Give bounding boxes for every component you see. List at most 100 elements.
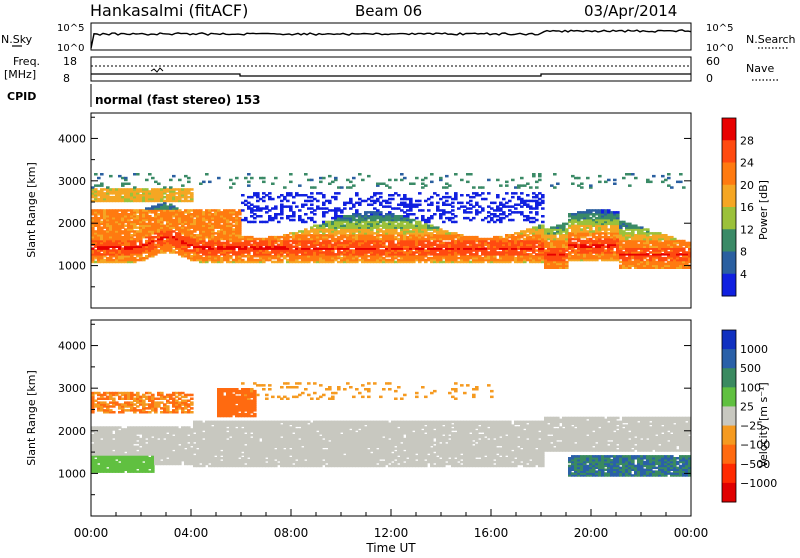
power-data-cell [541,207,545,210]
power-data-cell [352,184,356,187]
power-data-cell [337,192,341,195]
power-data-cell [235,177,239,180]
freq-unit: [MHz] [4,68,36,81]
power-data-cell [511,196,515,199]
noise-panel: N.Sky 10^5 10^0 10^5 10^0 N.Search [1,23,796,54]
power-data-cell [379,211,383,214]
power-data-cell [646,228,650,231]
y-tick-label: 4000 [58,132,86,145]
power-data-cell [553,186,557,189]
power-data-cell [280,217,284,220]
power-data-cell [322,177,326,180]
nsearch-tick-high: 10^5 [706,23,733,34]
power-data-cell [352,177,356,180]
power-data-cell [403,177,407,180]
freq-tick-high: 18 [63,55,77,68]
nave-label: Nave [746,62,774,75]
power-data-cell [274,205,278,208]
power-data-cell [304,213,308,216]
power-data-cell [511,179,515,182]
power-data-cell [169,179,173,182]
nsky-label: N.Sky [1,33,33,46]
power-data-cell [310,204,314,207]
power-data-cell [481,192,485,195]
power-data-cell [487,192,491,195]
power-data-cell [298,215,302,218]
power-data-cell [328,175,332,178]
power-data-cell [97,177,101,180]
power-data-cell [283,186,287,189]
colorbar-segment [722,118,736,141]
power-data-cell [649,181,653,184]
power-data-cell [679,181,683,184]
power-data-cell [502,211,506,214]
power-data-cell [454,173,458,176]
power-data-cell [466,181,470,184]
power-data-cell [439,177,443,180]
power-data-cell [481,207,485,210]
colorbar-tick-label: 20 [740,179,754,192]
power-data-cell [424,184,428,187]
power-data-cell [418,192,422,195]
power-data-cell [190,188,194,191]
y-tick-label: 1000 [58,260,86,273]
power-data-cell [589,184,593,187]
power-data-cell [388,186,392,189]
power-data-cell [334,177,338,180]
power-data-cell [679,173,683,176]
power-data-cell [241,194,245,197]
velocity-data-cells [91,382,692,477]
power-data-cell [532,173,536,176]
power-data-cell [100,183,104,186]
power-data-cell [343,207,347,210]
power-data-cell [412,183,416,186]
power-data-cell [508,200,512,203]
power-data-cell [379,196,383,199]
colorbar-segment [722,140,736,163]
station-title: Hankasalmi (fitACF) [90,1,248,20]
power-data-cells [91,173,692,269]
power-data-cell [505,184,509,187]
power-data-cell [289,192,293,195]
power-data-cell [415,177,419,180]
power-data-cell [487,179,491,182]
colorbar-segment [722,207,736,230]
power-data-cell [124,177,128,180]
power-data-cell [445,192,449,195]
power-data-cell [454,215,458,218]
power-data-cell [100,173,104,176]
power-data-cell [295,205,299,208]
colorbar-tick-label: 4 [740,268,747,281]
power-data-cell [190,192,194,195]
power-data-cell [607,179,611,182]
power-data-cell [631,173,635,176]
power-data-cell [526,183,530,186]
power-data-cell [670,186,674,189]
power-data-cell [475,202,479,205]
power-data-cell [322,194,326,197]
power-data-cell [514,207,518,210]
power-data-cell [298,209,302,212]
power-data-cell [262,200,266,203]
beam-label: Beam 06 [355,2,422,20]
power-data-cell [217,177,221,180]
power-data-cell [367,175,371,178]
power-data-cell [460,202,464,205]
power-data-cell [427,209,431,212]
power-data-cell [541,194,545,197]
power-data-cell [529,186,533,189]
cpid-panel: CPID normal (fast stereo) 153 [7,84,261,107]
power-data-cell [268,192,272,195]
colorbar-segment [722,274,736,297]
power-data-cell [535,186,539,189]
power-data-cell [535,219,539,222]
power-data-cell [553,173,557,176]
power-data-cell [481,186,485,189]
nsky-tick-high: 10^5 [57,23,84,34]
power-data-cell [358,173,362,176]
power-data-cell [520,192,524,195]
power-data-cell [397,194,401,197]
power-data-cell [148,173,152,176]
